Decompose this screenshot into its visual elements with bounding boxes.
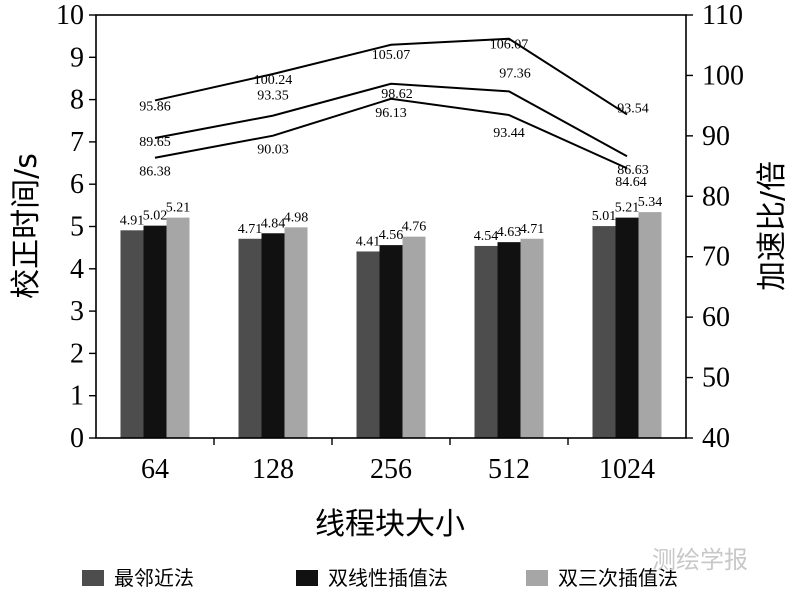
line-value-label: 95.86 bbox=[139, 99, 171, 114]
y-left-tick-label: 8 bbox=[70, 85, 84, 116]
x-tick-label: 128 bbox=[252, 454, 294, 485]
line-value-label: 93.44 bbox=[493, 126, 525, 141]
bar-2-256 bbox=[379, 245, 403, 438]
x-tick-label: 64 bbox=[141, 454, 169, 485]
bar-1-64 bbox=[120, 230, 144, 438]
y-right-tick-label: 70 bbox=[702, 242, 730, 273]
line-value-label: 105.07 bbox=[372, 48, 411, 63]
line-value-label: 97.36 bbox=[499, 66, 531, 81]
bar-value-label: 4.41 bbox=[356, 234, 381, 249]
line-value-label: 98.62 bbox=[381, 87, 413, 102]
bar-value-label: 4.76 bbox=[402, 220, 427, 235]
y-left-tick-label: 0 bbox=[70, 423, 84, 454]
bar-value-label: 4.54 bbox=[474, 229, 499, 244]
bar-3-64 bbox=[166, 217, 190, 438]
bar-value-label: 5.34 bbox=[638, 195, 663, 210]
bar-2-64 bbox=[143, 225, 167, 438]
bar-1-512 bbox=[474, 245, 498, 438]
bar-3-512 bbox=[520, 238, 544, 438]
bar-value-label: 5.01 bbox=[592, 209, 617, 224]
x-axis-title: 线程块大小 bbox=[315, 507, 465, 542]
bar-1-256 bbox=[356, 251, 380, 438]
bar-1-1024 bbox=[592, 226, 616, 438]
speedup-lines bbox=[154, 37, 628, 170]
y-left-tick-label: 4 bbox=[70, 254, 84, 285]
line-value-label: 84.64 bbox=[615, 175, 647, 190]
y-left-tick-label: 3 bbox=[70, 296, 84, 327]
y-right-tick-label: 50 bbox=[702, 363, 730, 394]
bar-3-1024 bbox=[638, 212, 662, 438]
line-value-label: 106.07 bbox=[490, 38, 529, 53]
bar-value-label: 4.63 bbox=[497, 225, 522, 240]
line-value-label: 90.03 bbox=[257, 143, 289, 158]
bar-2-512 bbox=[497, 242, 521, 438]
bar-value-label: 5.21 bbox=[166, 201, 191, 216]
legend-label-3: 双三次插值法 bbox=[558, 566, 678, 590]
y-left-tick-label: 7 bbox=[70, 127, 84, 158]
y-right-tick-label: 110 bbox=[702, 0, 743, 31]
y-left-tick-label: 6 bbox=[70, 169, 84, 200]
speedup-line-1 bbox=[154, 37, 628, 116]
line-value-label: 86.38 bbox=[139, 165, 171, 180]
line-value-label: 93.54 bbox=[617, 101, 649, 116]
line-value-label: 93.35 bbox=[257, 89, 289, 104]
y-right-tick-label: 80 bbox=[702, 181, 730, 212]
bar-3-256 bbox=[402, 236, 426, 438]
x-tick-label: 256 bbox=[370, 454, 412, 485]
legend-label-2: 双线性插值法 bbox=[328, 566, 448, 590]
bar-value-label: 4.84 bbox=[261, 216, 286, 231]
y-right-tick-label: 90 bbox=[702, 121, 730, 152]
line-value-label: 89.65 bbox=[139, 135, 171, 150]
y-right-tick-label: 60 bbox=[702, 302, 730, 333]
y-axis-right-title: 加速比/倍 bbox=[755, 161, 790, 291]
bar-1-128 bbox=[238, 238, 262, 438]
bars bbox=[120, 212, 662, 438]
x-tick-label: 1024 bbox=[599, 454, 655, 485]
bar-value-label: 5.21 bbox=[615, 201, 640, 216]
y-left-tick-label: 5 bbox=[70, 212, 84, 243]
x-tick-label: 512 bbox=[488, 454, 530, 485]
y-left-tick-label: 9 bbox=[70, 42, 84, 73]
bar-3-128 bbox=[284, 227, 308, 438]
y-right-tick-label: 40 bbox=[702, 423, 730, 454]
y-left-tick-label: 10 bbox=[56, 0, 84, 31]
line-value-label: 96.13 bbox=[375, 106, 407, 121]
speedup-line-3 bbox=[154, 97, 628, 170]
bar-value-label: 5.02 bbox=[143, 209, 168, 224]
line-value-label: 86.63 bbox=[617, 163, 649, 178]
bar-2-1024 bbox=[615, 217, 639, 438]
legend-swatch-2 bbox=[296, 570, 318, 586]
legend-swatch-1 bbox=[82, 570, 104, 586]
y-axis-left-title: 校正时间/s bbox=[9, 153, 44, 299]
legend-swatch-3 bbox=[526, 570, 548, 586]
bar-value-label: 4.71 bbox=[520, 222, 545, 237]
bar-value-label: 4.56 bbox=[379, 228, 404, 243]
bar-value-label: 4.91 bbox=[120, 213, 145, 228]
legend: 最邻近法 双线性插值法 双三次插值法 bbox=[82, 566, 678, 590]
bar-2-128 bbox=[261, 233, 285, 438]
bar-value-label: 4.71 bbox=[238, 222, 263, 237]
legend-label-1: 最邻近法 bbox=[114, 566, 194, 590]
speedup-line-2 bbox=[154, 82, 628, 158]
line-value-label: 100.24 bbox=[254, 73, 293, 88]
y-right-tick-label: 100 bbox=[702, 60, 744, 91]
watermark: 测绘学报 bbox=[652, 546, 748, 574]
bar-value-label: 4.98 bbox=[284, 210, 309, 225]
y-left-tick-label: 1 bbox=[70, 381, 84, 412]
y-left-tick-label: 2 bbox=[70, 338, 84, 369]
